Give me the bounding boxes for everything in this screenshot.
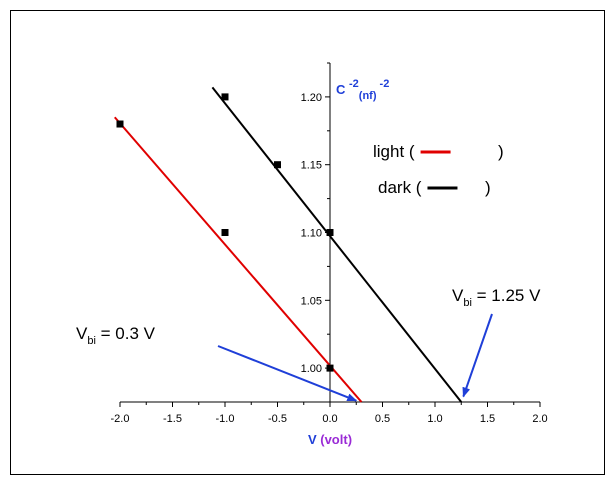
vbi-subscript: bi [87,335,96,347]
fit-lines-group [113,86,463,403]
y-axis-title-unit: (nf) [359,90,377,102]
y-axis-title-base-sup: -2 [349,78,359,90]
x-tick-label: 0.0 [322,413,337,425]
y-axis-title-base: C [336,82,349,97]
vbi-annotation-2: Vbi = 1.25 V [452,286,541,309]
x-tick-label: -1.5 [163,413,182,425]
legend: light () dark () [373,142,504,197]
x-tick-label: 0.5 [375,413,390,425]
vbi-arrow-2 [462,313,493,398]
axis-titles-group: V (volt) C -2(nf) -2 [308,78,389,447]
x-tick-label: -2.0 [111,413,130,425]
legend-close-paren: ) [485,178,491,197]
y-tick-label: 1.05 [301,295,322,307]
x-axis-title-unit: (volt) [320,432,352,447]
axes-group: -2.0 -1.5 -1.0 -0.5 0.0 0.5 1.0 1.5 2.0 1.00 1.05 1… [111,62,548,425]
legend-label-dark: dark ( [378,178,422,197]
x-tick-label: 1.5 [480,413,495,425]
y-tick-label: 1.10 [301,228,322,240]
x-tick-label: 1.0 [427,413,442,425]
vbi-annotation-1: Vbi = 0.3 V [76,324,156,347]
vbi-value: = 1.25 V [472,286,541,305]
fit-line-light [113,116,363,403]
vbi-symbol: V [76,324,88,343]
vbi-value: = 0.3 V [96,324,156,343]
x-tick-label: 2.0 [532,413,547,425]
data-point-dark [221,93,229,101]
vbi-symbol: V [452,286,464,305]
data-point-light [221,229,229,236]
y-axis-title-unit-sup: -2 [377,78,390,90]
data-point-dark [274,161,281,169]
x-tick-label: -1.0 [216,413,235,425]
x-axis-title: V (volt) [308,432,352,447]
vbi-arrow-1 [217,345,358,402]
vbi-subscript: bi [463,297,472,309]
legend-close-paren: ) [498,142,504,161]
x-axis-title-main: V [308,432,320,447]
data-point-light [116,120,124,128]
data-point-light [326,364,334,372]
y-tick-label: 1.20 [301,92,322,104]
y-axis-title: C -2(nf) -2 [336,78,389,102]
legend-label-light: light ( [373,142,415,161]
x-tick-label: -0.5 [268,413,287,425]
chart-frame [10,10,605,475]
y-tick-label: 1.00 [301,363,322,375]
data-points-group [116,93,334,372]
y-tick-label: 1.15 [301,160,322,172]
fit-line-dark [211,86,463,403]
data-point-dark [326,229,334,236]
